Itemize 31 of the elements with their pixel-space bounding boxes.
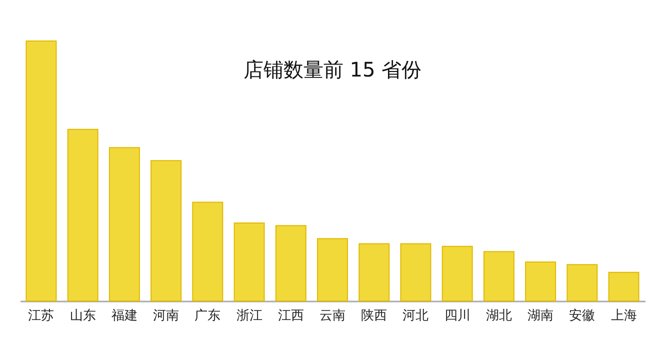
x-tick-label: 江苏 xyxy=(28,308,54,324)
bar xyxy=(67,128,98,302)
bar xyxy=(317,238,348,302)
x-tick-label: 上海 xyxy=(610,308,637,324)
bar xyxy=(234,222,265,302)
bar xyxy=(108,147,140,302)
x-tick-label: 云南 xyxy=(320,308,346,324)
x-tick-label: 湖南 xyxy=(528,308,554,324)
x-tick-label: 四川 xyxy=(444,308,470,324)
x-tick-label: 浙江 xyxy=(236,308,262,324)
x-tick-label: 江西 xyxy=(278,308,304,324)
bar xyxy=(483,251,514,302)
x-tick-label: 山东 xyxy=(70,308,96,324)
bar xyxy=(442,246,473,302)
x-tick-label: 安徽 xyxy=(569,308,596,324)
bar xyxy=(192,202,224,302)
bar xyxy=(566,264,598,302)
text: 店铺数量前 15 省份 xyxy=(243,58,422,82)
x-tick-label: 湖北 xyxy=(486,308,512,324)
x-tick-label: 陕西 xyxy=(361,308,388,324)
bar xyxy=(358,243,390,302)
bar xyxy=(608,272,640,302)
x-tick-label: 河南 xyxy=(153,308,180,324)
bar xyxy=(275,225,306,302)
x-tick-label: 广东 xyxy=(194,308,221,324)
x-tick-label: 河北 xyxy=(402,308,429,324)
bar xyxy=(400,243,432,302)
bar xyxy=(26,40,57,302)
x-tick-label: 福建 xyxy=(111,308,138,324)
bar xyxy=(525,262,556,302)
bar xyxy=(150,160,182,302)
